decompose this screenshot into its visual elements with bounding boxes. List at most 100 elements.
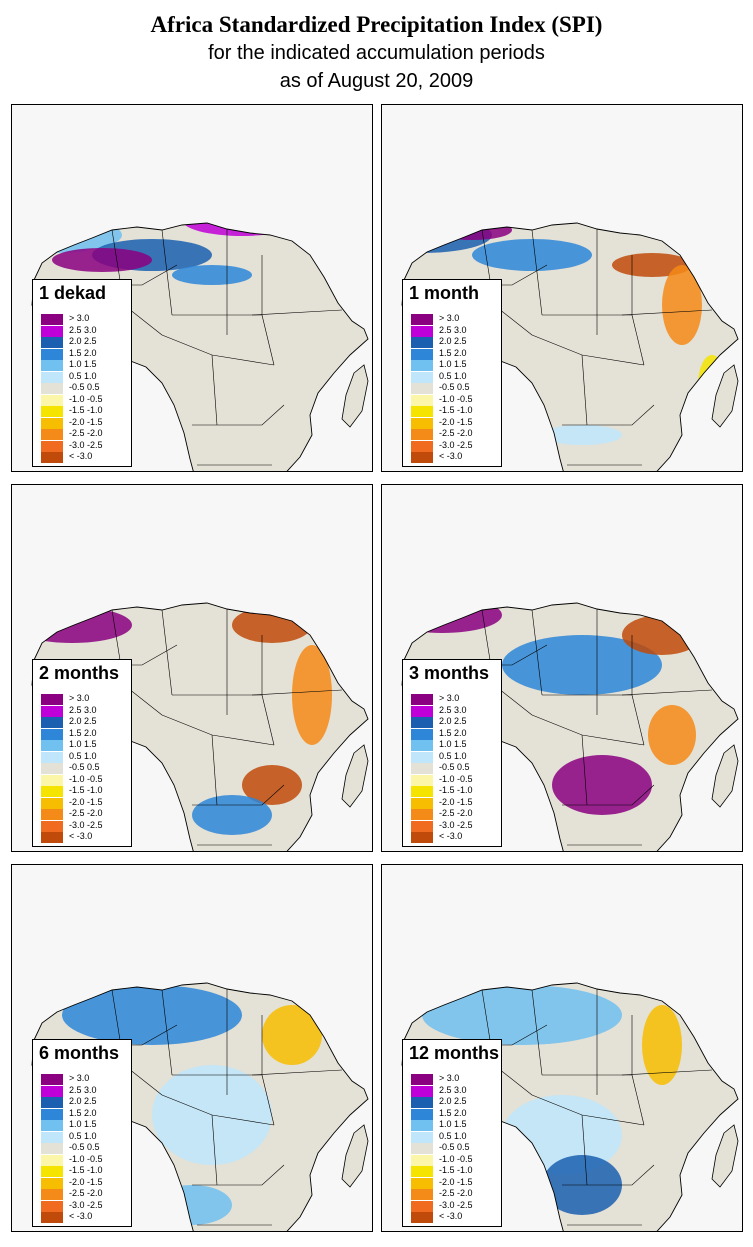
legend-row: -0.5 0.5 bbox=[41, 762, 129, 774]
legend-swatch bbox=[411, 740, 433, 751]
legend-swatch bbox=[411, 383, 433, 394]
legend-swatch bbox=[41, 452, 63, 463]
legend-swatch bbox=[41, 786, 63, 797]
legend-row: -2.5 -2.0 bbox=[41, 428, 129, 440]
legend-swatch bbox=[41, 1143, 63, 1154]
legend-row: -0.5 0.5 bbox=[41, 1142, 129, 1154]
legend-label: -2.5 -2.0 bbox=[439, 1188, 473, 1198]
legend-label: 1.5 2.0 bbox=[439, 1107, 467, 1118]
legend-label: 2.0 2.5 bbox=[439, 1096, 467, 1106]
spi-anomaly-area bbox=[232, 571, 292, 599]
legend-label: 0.5 1.0 bbox=[69, 1130, 97, 1141]
spi-legend: 2 months > 3.0 2.5 3.0 2.0 2.5 1.5 2.0 1.0 1.… bbox=[32, 659, 132, 847]
legend-swatch bbox=[411, 1085, 433, 1097]
legend-label: 2.5 3.0 bbox=[439, 1084, 467, 1095]
country-border bbox=[261, 694, 275, 746]
legend-swatch bbox=[411, 751, 433, 763]
spi-map-panel: 1 month > 3.0 2.5 3.0 2.0 2.5 1.5 2.0 1.0 1.5… bbox=[381, 104, 743, 472]
legend-swatch bbox=[41, 1154, 63, 1166]
legend-row: 2.5 3.0 bbox=[41, 705, 129, 717]
spi-map-panel: 1 dekad > 3.0 2.5 3.0 2.0 2.5 1.5 2.0 1.0 1.5… bbox=[11, 104, 373, 472]
legend-label: 1.5 2.0 bbox=[439, 727, 467, 738]
accumulation-period-label: 2 months bbox=[39, 663, 120, 683]
legend-label: 0.5 1.0 bbox=[439, 370, 467, 381]
legend-swatch bbox=[41, 728, 63, 740]
spi-map-panel: 6 months > 3.0 2.5 3.0 2.0 2.5 1.5 2.0 1.0 1.… bbox=[11, 864, 373, 1232]
legend-label: -2.0 -1.5 bbox=[439, 416, 473, 427]
legend-row: 2.5 3.0 bbox=[411, 325, 499, 337]
legend-row: 2.5 3.0 bbox=[411, 1084, 499, 1097]
legend-row: 1.0 1.5 bbox=[41, 1119, 129, 1131]
legend-label: -2.5 -2.0 bbox=[69, 808, 103, 818]
spi-anomaly-area bbox=[642, 1005, 682, 1085]
legend-row: 0.5 1.0 bbox=[411, 1131, 499, 1143]
legend-row: 0.5 1.0 bbox=[41, 1130, 129, 1143]
legend-row: < -3.0 bbox=[411, 451, 499, 463]
legend-row: -2.0 -1.5 bbox=[411, 797, 499, 809]
country-border bbox=[562, 404, 655, 426]
legend-swatch bbox=[411, 314, 433, 325]
legend-swatch bbox=[411, 705, 433, 717]
legend-row: < -3.0 bbox=[41, 1211, 129, 1223]
country-border bbox=[261, 314, 275, 366]
legend-swatch bbox=[411, 1189, 433, 1200]
legend-label: -3.0 -2.5 bbox=[439, 439, 473, 450]
legend-row: -3.0 -2.5 bbox=[41, 1200, 129, 1212]
legend-label: -1.0 -0.5 bbox=[69, 773, 103, 784]
legend-swatch bbox=[41, 797, 63, 809]
legend-swatch bbox=[41, 1166, 63, 1177]
legend-swatch bbox=[411, 337, 433, 348]
legend-row: -2.0 -1.5 bbox=[41, 797, 129, 809]
legend-swatch bbox=[41, 832, 63, 843]
legend-label: 1.5 2.0 bbox=[439, 347, 467, 358]
country-border bbox=[581, 354, 588, 426]
spi-legend: 3 months > 3.0 2.5 3.0 2.0 2.5 1.5 2.0 1.0 1.… bbox=[402, 659, 502, 847]
legend-swatch bbox=[41, 717, 63, 728]
madagascar bbox=[711, 744, 739, 808]
legend-row: > 3.0 bbox=[41, 313, 129, 325]
country-border bbox=[211, 354, 218, 426]
country-border bbox=[261, 1074, 275, 1126]
legend-swatch bbox=[41, 694, 63, 705]
legend-label: 2.5 3.0 bbox=[439, 704, 467, 715]
legend-row: -3.0 -2.5 bbox=[411, 439, 499, 452]
legend-label: -0.5 0.5 bbox=[69, 1142, 100, 1152]
spi-anomaly-area bbox=[242, 765, 302, 805]
country-border bbox=[621, 1069, 713, 1076]
legend-row: -2.5 -2.0 bbox=[41, 1188, 129, 1200]
legend-label: -2.5 -2.0 bbox=[439, 808, 473, 818]
coastline bbox=[31, 222, 369, 471]
spi-anomaly-area bbox=[502, 635, 662, 695]
spi-anomaly-area bbox=[382, 891, 592, 939]
legend-label: -3.0 -2.5 bbox=[439, 819, 473, 830]
legend-label: > 3.0 bbox=[439, 1073, 460, 1083]
spi-anomaly-area bbox=[472, 239, 592, 271]
spi-anomaly-area bbox=[222, 223, 302, 231]
legend-swatch bbox=[41, 1085, 63, 1097]
legend-row: -2.0 -1.5 bbox=[41, 1177, 129, 1189]
country-border bbox=[531, 229, 543, 316]
legend-row: 1.5 2.0 bbox=[411, 727, 499, 740]
legend-swatch bbox=[411, 371, 433, 383]
legend-swatch bbox=[411, 728, 433, 740]
coastline bbox=[401, 602, 739, 851]
accumulation-period-label: 3 months bbox=[409, 663, 490, 683]
country-border bbox=[631, 1074, 645, 1126]
legend-swatch bbox=[41, 337, 63, 348]
legend-label: 1.0 1.5 bbox=[439, 739, 467, 749]
country-border bbox=[531, 609, 543, 696]
legend-row: -1.5 -1.0 bbox=[41, 405, 129, 417]
legend-label: -1.0 -0.5 bbox=[439, 393, 473, 404]
legend-label: -0.5 0.5 bbox=[69, 762, 100, 772]
country-border bbox=[631, 314, 645, 366]
country-border bbox=[161, 609, 173, 696]
legend-row: 1.5 2.0 bbox=[41, 348, 129, 360]
legend-swatch bbox=[411, 360, 433, 371]
country-border bbox=[251, 1069, 343, 1076]
legend-label: -1.5 -1.0 bbox=[439, 1165, 473, 1175]
legend-swatch bbox=[411, 694, 433, 705]
country-border bbox=[192, 404, 285, 426]
coastline bbox=[401, 982, 739, 1231]
legend-row: 2.0 2.5 bbox=[41, 1096, 129, 1108]
legend-swatch bbox=[411, 325, 433, 337]
